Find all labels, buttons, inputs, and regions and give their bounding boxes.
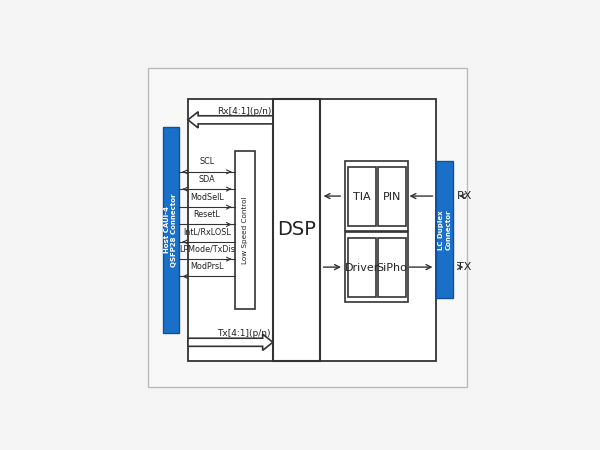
Text: ModPrsL: ModPrsL	[190, 262, 224, 271]
Bar	[345, 162, 409, 231]
Bar	[235, 151, 255, 309]
Text: Tx[4:1](p/n): Tx[4:1](p/n)	[218, 329, 271, 338]
Bar	[163, 127, 179, 333]
Bar	[273, 99, 320, 360]
Bar	[188, 99, 436, 360]
Text: ResetL: ResetL	[194, 210, 220, 219]
Text: SCL: SCL	[199, 157, 215, 166]
Polygon shape	[188, 112, 273, 128]
Text: Host CAUI-4
QSFP28 Connector: Host CAUI-4 QSFP28 Connector	[164, 193, 178, 266]
Bar	[345, 233, 409, 302]
Text: TIA: TIA	[353, 192, 371, 202]
Text: TX: TX	[457, 262, 472, 272]
Text: SiPho: SiPho	[376, 263, 407, 273]
Text: DSP: DSP	[277, 220, 316, 239]
Bar	[349, 167, 376, 226]
Text: LPMode/TxDis: LPMode/TxDis	[179, 245, 235, 254]
Text: PIN: PIN	[383, 192, 401, 202]
Text: RX: RX	[457, 191, 473, 201]
FancyBboxPatch shape	[148, 68, 467, 387]
Bar	[349, 238, 376, 297]
Text: Low Speed Control: Low Speed Control	[242, 196, 248, 264]
Text: ModSelL: ModSelL	[190, 193, 224, 202]
Text: Rx[4:1](p/n): Rx[4:1](p/n)	[217, 107, 271, 116]
Text: SDA: SDA	[199, 175, 215, 184]
Text: LC Duplex
Connector: LC Duplex Connector	[438, 210, 451, 250]
Bar	[378, 238, 406, 297]
Bar	[436, 162, 453, 298]
Text: Driver: Driver	[345, 263, 379, 273]
Text: IntL/RxLOSL: IntL/RxLOSL	[183, 227, 231, 236]
Bar	[378, 167, 406, 226]
Polygon shape	[188, 334, 273, 351]
